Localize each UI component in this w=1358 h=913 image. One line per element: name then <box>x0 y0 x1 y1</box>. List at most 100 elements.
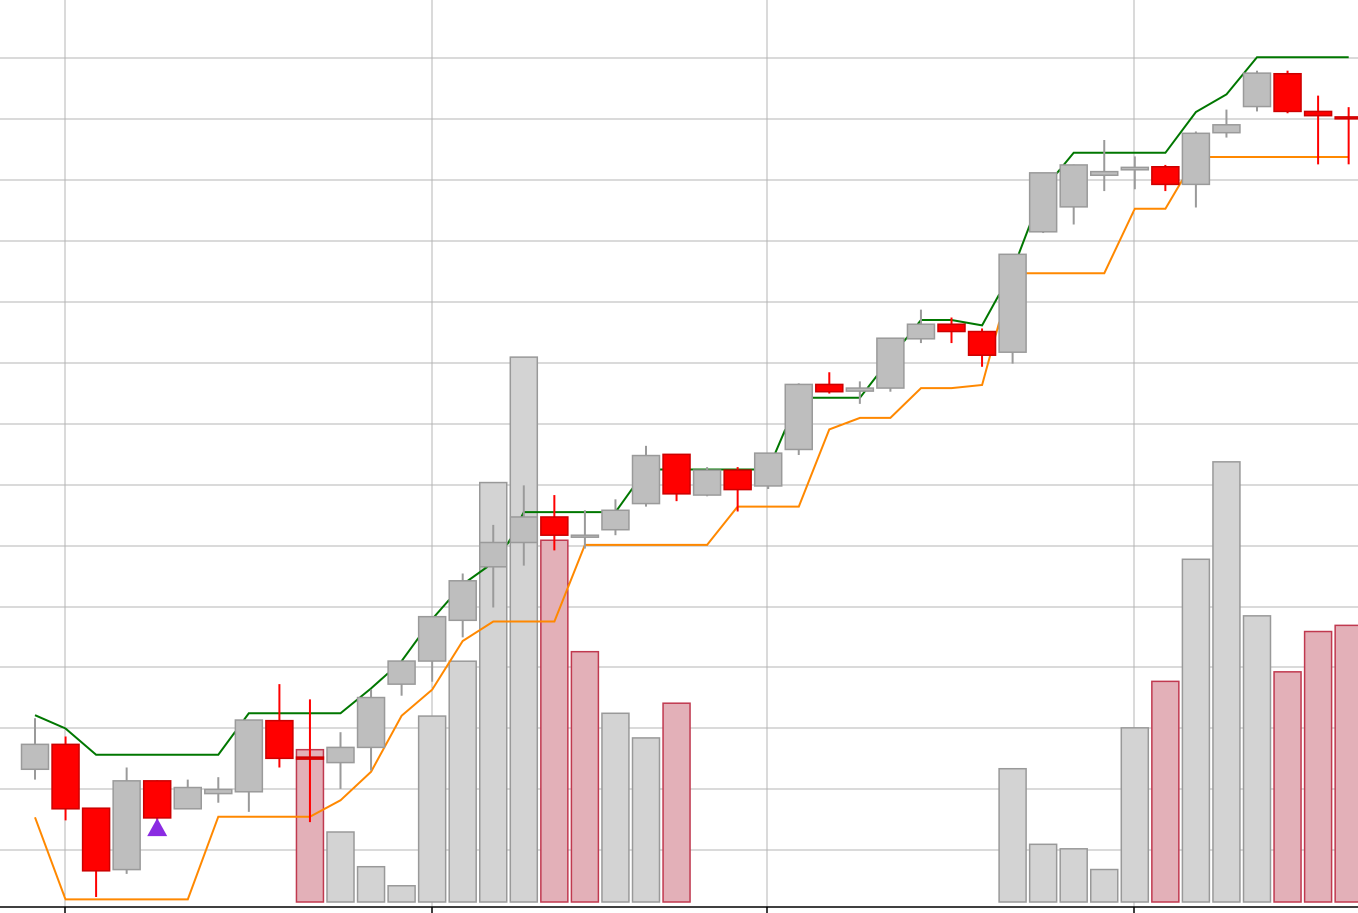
candle-bullish <box>1120 156 1150 190</box>
candle-bullish <box>998 253 1027 364</box>
candles <box>20 70 1358 897</box>
candle-bearish <box>1303 95 1333 165</box>
candle-body <box>20 743 50 771</box>
candle-body <box>509 516 539 544</box>
candle-body <box>937 323 966 333</box>
candle-bearish <box>1334 107 1358 165</box>
candle-bullish <box>692 467 722 497</box>
candle-bearish <box>662 453 691 502</box>
candle-body <box>1181 132 1211 186</box>
candle-bullish <box>753 452 783 489</box>
candle-body <box>540 516 569 536</box>
candle-bearish <box>1151 164 1180 192</box>
candle-body <box>1028 172 1058 233</box>
candle-bullish <box>1090 140 1119 192</box>
candle-body <box>479 541 508 568</box>
volume-bar-up <box>601 712 630 903</box>
buy-signal-marker <box>147 818 168 837</box>
volume-bar-down <box>1151 680 1180 903</box>
candle-body <box>998 253 1027 353</box>
candle-body <box>1090 170 1119 177</box>
candle-body <box>417 615 447 662</box>
candle-bullish <box>1059 164 1088 225</box>
candle-bearish <box>540 495 569 551</box>
candle-body <box>631 454 661 505</box>
volume-bar-down <box>1273 671 1302 903</box>
candle-bullish <box>204 777 233 803</box>
candle-bullish <box>1242 70 1272 112</box>
candle-body <box>448 580 477 622</box>
candle-bullish <box>876 337 905 392</box>
candle-body <box>265 719 294 760</box>
candle-body <box>815 383 844 393</box>
volume-bar-up <box>1242 615 1272 903</box>
candle-body <box>662 453 691 495</box>
candle-body <box>112 780 141 871</box>
candle-body <box>1151 166 1180 186</box>
candle-body <box>692 469 722 496</box>
candle-bullish <box>326 732 355 789</box>
candle-bearish <box>937 317 966 344</box>
candle-body <box>1303 110 1333 117</box>
candle-body <box>204 788 233 795</box>
candle-bullish <box>1181 131 1211 208</box>
candle-body <box>967 330 997 356</box>
candle-bullish <box>387 660 416 696</box>
candle-body <box>876 337 905 389</box>
candle-bearish <box>142 780 172 821</box>
volume-bar-up <box>631 737 661 903</box>
candle-body <box>570 534 600 538</box>
candle-bullish <box>112 767 141 874</box>
x-axis <box>0 906 1358 913</box>
candle-bearish <box>265 684 294 768</box>
candle-bullish <box>448 573 477 638</box>
candle-bearish <box>723 467 752 512</box>
candle-bullish <box>845 381 875 404</box>
candle-bullish <box>173 779 202 810</box>
volume-bar-up <box>509 356 539 903</box>
candle-body <box>356 696 386 749</box>
candle-body <box>601 509 630 531</box>
candle-body <box>1273 72 1302 113</box>
candle-body <box>1059 164 1088 208</box>
candle-body <box>51 743 80 810</box>
candle-body <box>387 660 416 685</box>
candle-bullish <box>784 383 813 455</box>
candle-body <box>1334 116 1358 120</box>
volume-bar-up <box>1059 848 1088 903</box>
volume-bar-up <box>1120 727 1150 903</box>
candle-bearish <box>81 807 111 897</box>
volume-bar-down <box>662 702 691 903</box>
volume-bar-up <box>417 715 447 903</box>
candle-bullish <box>234 719 264 812</box>
candle-body <box>234 719 264 793</box>
candle-bullish <box>570 510 600 549</box>
volume-bar-up <box>387 885 416 903</box>
candle-body <box>326 746 355 764</box>
volume-bar-up <box>356 865 386 903</box>
candle-body <box>1120 166 1150 171</box>
volume-bar-up <box>1181 558 1211 903</box>
signal-markers <box>147 818 168 837</box>
candle-bullish <box>356 689 386 771</box>
candle-bullish <box>417 615 447 682</box>
candle-body <box>845 387 875 392</box>
candle-bullish <box>479 524 508 608</box>
candle-bullish <box>1212 109 1241 138</box>
volume-bar-up <box>326 831 355 903</box>
candle-bullish <box>601 499 630 536</box>
candle-bearish <box>1273 70 1302 114</box>
volume-bar-up <box>448 660 477 903</box>
volume-bar-up <box>998 767 1027 903</box>
candle-bullish <box>631 445 661 507</box>
candle-body <box>295 756 325 760</box>
volume-bar-up <box>1090 868 1119 903</box>
candle-bullish <box>1028 172 1058 234</box>
candle-body <box>784 383 813 451</box>
volume-bar-down <box>540 539 569 903</box>
volume-bar-down <box>1303 630 1333 903</box>
candle-bearish <box>967 328 997 367</box>
candle-bearish <box>295 699 325 823</box>
candle-bearish <box>51 736 80 821</box>
